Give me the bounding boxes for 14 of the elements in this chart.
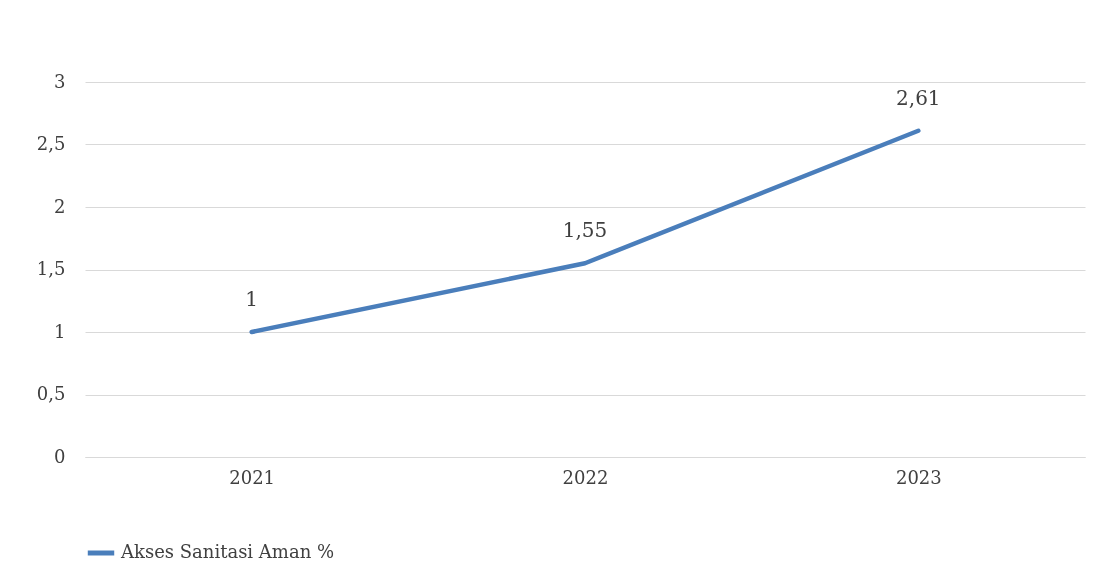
y-tick-label: 2	[54, 195, 66, 217]
y-tick-label: 3	[54, 70, 66, 92]
y-tick-label: 0,5	[36, 383, 66, 404]
y-tick-label: 1,5	[36, 258, 66, 279]
x-tick-label: 2023	[895, 466, 942, 488]
legend-label: Akses Sanitasi Aman %	[120, 541, 335, 562]
data-label: 1,55	[562, 218, 608, 243]
y-tick-label: 1	[54, 320, 66, 342]
x-tick-label: 2021	[229, 466, 276, 488]
y-tick-label: 2,5	[36, 133, 66, 154]
y-tick-label: 0	[54, 445, 66, 467]
data-label: 2,61	[896, 85, 941, 110]
x-tick-label: 2022	[562, 466, 609, 488]
data-label: 1	[245, 287, 259, 311]
